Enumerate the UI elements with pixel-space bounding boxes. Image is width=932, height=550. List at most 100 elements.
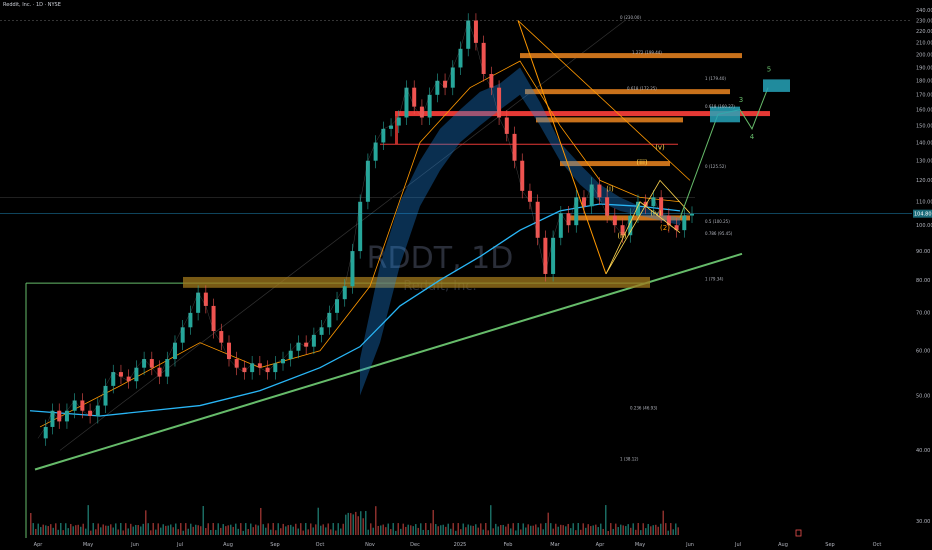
candle-body xyxy=(389,125,394,129)
volume-bar xyxy=(405,526,407,535)
price-tick-label: 210.00 xyxy=(916,41,932,47)
price-axis[interactable] xyxy=(912,0,932,550)
volume-bar xyxy=(670,523,672,535)
volume-bar xyxy=(32,523,34,535)
volume-bar xyxy=(480,523,482,535)
price-badge xyxy=(913,209,932,218)
volume-bar xyxy=(400,528,402,535)
ema-ribbon xyxy=(360,67,680,396)
volume-bar xyxy=(535,524,537,535)
candle-body xyxy=(396,117,401,126)
volume-bar xyxy=(85,528,87,535)
candle-body xyxy=(527,190,532,202)
volume-bar xyxy=(142,523,144,535)
volume-bar xyxy=(47,526,49,535)
volume-bar xyxy=(542,529,544,535)
candle-body xyxy=(242,367,247,373)
candle-body xyxy=(350,251,355,287)
volume-bar xyxy=(152,523,154,535)
volume-bar xyxy=(160,527,162,535)
volume-bar xyxy=(470,525,472,535)
volume-bar xyxy=(625,526,627,535)
candle-body xyxy=(612,215,617,226)
volume-bar xyxy=(90,530,92,535)
fib-drop-line-2 xyxy=(517,20,691,181)
volume-bar xyxy=(172,527,174,535)
volume-bar xyxy=(100,527,102,535)
volume-bar xyxy=(55,523,57,535)
volume-bar xyxy=(295,523,297,535)
candle-body xyxy=(690,213,694,216)
time-tick-label: Oct xyxy=(873,542,882,548)
candle-body xyxy=(196,292,201,313)
volume-bar xyxy=(30,513,32,535)
time-tick-label: Apr xyxy=(34,542,44,548)
volume-bar xyxy=(397,523,399,535)
volume-bar xyxy=(520,529,522,535)
volume-bar xyxy=(375,506,377,535)
volume-bar xyxy=(62,530,64,535)
volume-bar xyxy=(445,526,447,535)
candle-body xyxy=(57,410,62,422)
fib-label: 0 (230.00) xyxy=(620,15,641,20)
candle-body xyxy=(111,372,116,386)
candle-body xyxy=(172,342,177,360)
candle-body xyxy=(327,312,332,328)
volume-bar xyxy=(332,523,334,535)
candle-body xyxy=(219,331,224,343)
volume-bar xyxy=(200,526,202,535)
volume-bar xyxy=(270,529,272,535)
volume-bar xyxy=(672,529,674,535)
volume-bar xyxy=(667,530,669,535)
volume-bar xyxy=(362,518,364,535)
watermark-ticker: RDDT, 1D xyxy=(367,241,514,276)
volume-bar xyxy=(425,523,427,535)
price-tick-label: 50.00 xyxy=(916,393,930,399)
candle-body xyxy=(489,74,494,88)
fib-zone xyxy=(536,117,683,123)
fib-label: 0.236 (46.93) xyxy=(630,406,658,411)
support-zone xyxy=(183,276,650,288)
volume-bar xyxy=(312,527,314,535)
volume-bar xyxy=(92,523,94,535)
time-tick-label: Mar xyxy=(550,542,560,548)
candle-body xyxy=(504,117,509,134)
time-tick-label: Nov xyxy=(365,542,375,548)
volume-bar xyxy=(442,524,444,535)
candle-body xyxy=(43,426,48,439)
wave-label-4: 4 xyxy=(750,133,755,141)
volume-bar xyxy=(500,525,502,535)
time-tick-label: Sep xyxy=(270,542,279,548)
price-tick-label: 200.00 xyxy=(916,53,932,59)
volume-bar xyxy=(555,523,557,535)
volume-bar xyxy=(597,527,599,535)
calendar-event-icon[interactable] xyxy=(795,529,802,537)
volume-bar xyxy=(550,523,552,535)
time-tick-label: Jun xyxy=(685,542,694,548)
wave-label-3: 3 xyxy=(739,96,743,104)
volume-bar xyxy=(465,527,467,535)
volume-bar xyxy=(370,523,372,535)
volume-bar xyxy=(125,523,127,535)
volume-bar xyxy=(590,526,592,535)
time-tick-label: May xyxy=(635,542,645,548)
price-badge-text: 104.80 xyxy=(914,212,932,218)
volume-bar xyxy=(600,523,602,535)
volume-bar xyxy=(492,528,494,535)
candle-body xyxy=(574,197,579,226)
time-tick-label: Aug xyxy=(778,542,788,548)
volume-bar xyxy=(512,523,514,535)
volume-bar xyxy=(115,523,117,535)
support-trendline xyxy=(34,252,743,471)
volume-bar xyxy=(645,528,647,535)
volume-bar xyxy=(302,530,304,535)
volume-bar xyxy=(572,523,574,535)
volume-bar xyxy=(440,525,442,535)
volume-bar xyxy=(537,527,539,535)
volume-bar xyxy=(310,523,312,535)
volume-bar xyxy=(122,530,124,535)
volume-bar xyxy=(457,523,459,535)
volume-bar xyxy=(190,523,192,535)
